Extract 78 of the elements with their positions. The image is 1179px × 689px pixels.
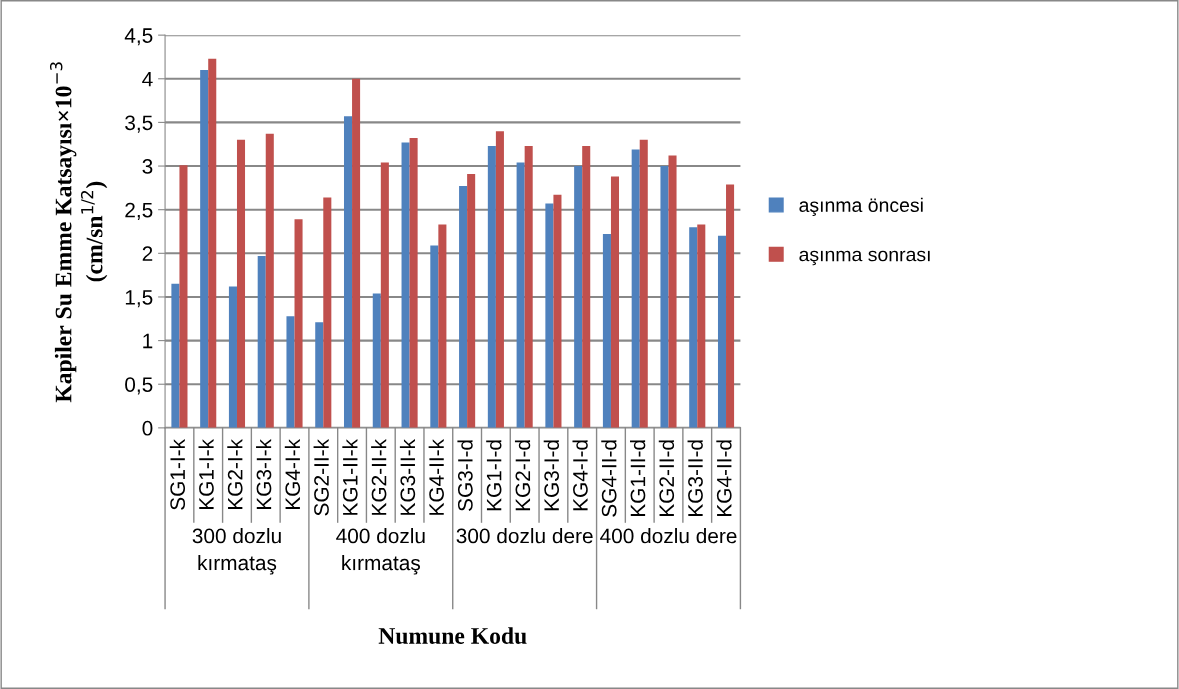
text: 300 dozlu dere	[456, 528, 593, 544]
x-tick-label: KG4-I-k	[284, 438, 301, 510]
bar	[660, 166, 669, 428]
text: Kapiler Su Emme Katsayısı×10$^{−3}$ (cm/sn$^{1/2}$)	[49, 62, 108, 403]
bar	[467, 173, 476, 428]
x-tick-label: KG2-I-d	[514, 440, 531, 511]
x-tick-label: KG1-I-k	[198, 438, 214, 510]
bar	[171, 283, 180, 428]
bar	[343, 116, 353, 428]
text: 300 dozlu kırmataş	[192, 528, 281, 575]
bar	[697, 224, 706, 428]
bar	[294, 219, 303, 428]
y-tick-label: 2,5	[125, 202, 153, 220]
x-tick-label: KG1-II-k	[342, 438, 358, 515]
bar	[717, 235, 727, 428]
x-tick-label: KG3-I-d	[543, 440, 560, 511]
bar	[380, 162, 389, 428]
bar	[602, 234, 611, 428]
x-tick-label: KG4-II-k	[428, 438, 444, 515]
bar	[553, 194, 562, 428]
bar	[179, 165, 188, 428]
bar	[726, 184, 735, 428]
y-tick-label: 4,5	[124, 28, 153, 46]
legend-label: aşınma öncesi	[799, 197, 923, 216]
bar	[487, 145, 496, 428]
bar	[265, 133, 274, 428]
x-tick-label: KG2-II-k	[371, 438, 387, 515]
x-tick-label: KG1-I-d	[486, 440, 502, 511]
x-tick-label: KG4-II-d	[716, 440, 732, 516]
bar	[286, 316, 295, 428]
bar	[516, 162, 525, 428]
x-tick-label: SG3-I-d	[457, 440, 473, 511]
x-tick-label: SG2-II-k	[313, 438, 329, 516]
x-tick-label: KG2-II-d	[658, 440, 675, 516]
bar	[200, 70, 209, 428]
bar	[257, 255, 266, 428]
bar	[228, 286, 237, 428]
bar	[639, 139, 648, 428]
bar	[315, 322, 324, 428]
bar	[668, 155, 677, 428]
x-tick-label: KG4-I-d	[572, 440, 588, 511]
legend-label: aşınma sonrası	[799, 250, 930, 266]
bar	[574, 166, 583, 428]
y-tick-label: 4	[142, 71, 153, 87]
bar	[372, 293, 381, 428]
x-tick-label: KG3-I-k	[256, 438, 272, 510]
bar	[631, 149, 640, 428]
bar	[610, 176, 620, 428]
x-tick-label: SG4-II-d	[601, 440, 617, 517]
bar	[352, 78, 361, 428]
bar	[430, 245, 439, 428]
y-tick-label: 1	[143, 333, 153, 349]
y-tick-label: 0,5	[125, 377, 153, 395]
x-tick-label: KG1-II-d	[630, 440, 646, 516]
y-tick-label: 3	[142, 159, 153, 174]
y-tick-label: 1,5	[125, 290, 153, 308]
bar	[409, 138, 418, 428]
x-tick-label: KG2-I-k	[227, 438, 243, 510]
bar	[524, 145, 533, 428]
bar	[545, 203, 554, 428]
x-tick-label: KG3-II-k	[399, 438, 416, 515]
bar	[582, 145, 591, 428]
x-tick-label: SG1-I-k	[169, 438, 186, 510]
bar	[689, 227, 698, 428]
bar	[236, 139, 246, 428]
x-tick-label: KG3-II-d	[687, 440, 703, 516]
y-tick-label: 0	[142, 420, 153, 436]
text: 400 dozlu dere	[600, 528, 737, 544]
bar	[459, 186, 468, 428]
bar	[438, 224, 447, 428]
bar	[208, 58, 217, 428]
bar	[323, 197, 332, 428]
y-tick-label: 2	[142, 246, 153, 261]
y-tick-label: 3,5	[125, 115, 153, 133]
bar	[495, 131, 504, 428]
bar	[401, 142, 410, 428]
text: 400 dozlu kırmataş	[336, 528, 425, 575]
x-axis-title: Numune Kodu	[378, 627, 527, 644]
